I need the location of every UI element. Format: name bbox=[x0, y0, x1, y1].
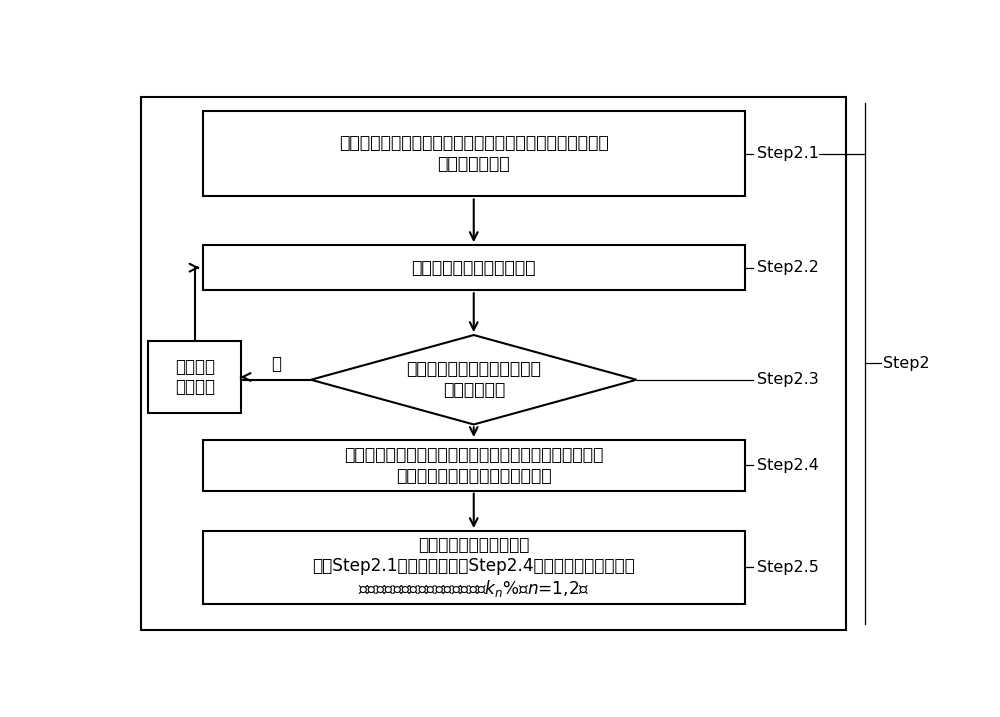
Text: Step2.2: Step2.2 bbox=[757, 260, 818, 275]
Text: 计算单端测距信号的频谱；: 计算单端测距信号的频谱； bbox=[412, 259, 536, 277]
Bar bbox=[202, 111, 745, 196]
Text: Step2.4: Step2.4 bbox=[757, 458, 818, 473]
Text: 改变至少三次时窗长度，
计算Step2.1所得全长频差与Step2.4所得的频差之比，得到
稳定存在的至多两个测距估计结果$k_n$%，$n$=1,2；: 改变至少三次时窗长度， 计算Step2.1所得全长频差与Step2.4所得的频差… bbox=[312, 536, 635, 599]
Text: 自动调整
时窗长度: 自动调整 时窗长度 bbox=[175, 358, 215, 397]
Text: Step2.5: Step2.5 bbox=[757, 560, 818, 575]
Text: 否: 否 bbox=[271, 355, 281, 373]
Text: 利用波速除以二倍的线路全长估算线路全长所对应的频差，
记录全长频差；: 利用波速除以二倍的线路全长估算线路全长所对应的频差， 记录全长频差； bbox=[339, 134, 609, 173]
Text: Step2.3: Step2.3 bbox=[757, 372, 818, 387]
Text: 提取单端频谱的谱峰位置的频率值，对相邻两个频率值作
差，得到单端频谱所对应的频差；: 提取单端频谱的谱峰位置的频率值，对相邻两个频率值作 差，得到单端频谱所对应的频差… bbox=[344, 446, 603, 485]
Bar bbox=[202, 440, 745, 490]
Bar bbox=[148, 341, 241, 413]
Text: Step2: Step2 bbox=[883, 356, 930, 371]
Bar bbox=[202, 245, 745, 290]
Polygon shape bbox=[311, 335, 637, 424]
Text: 分别判断各频段信号的频谱分
布是否等间隔: 分别判断各频段信号的频谱分 布是否等间隔 bbox=[406, 361, 541, 399]
Bar bbox=[202, 531, 745, 604]
Text: Step2.1: Step2.1 bbox=[757, 146, 819, 161]
